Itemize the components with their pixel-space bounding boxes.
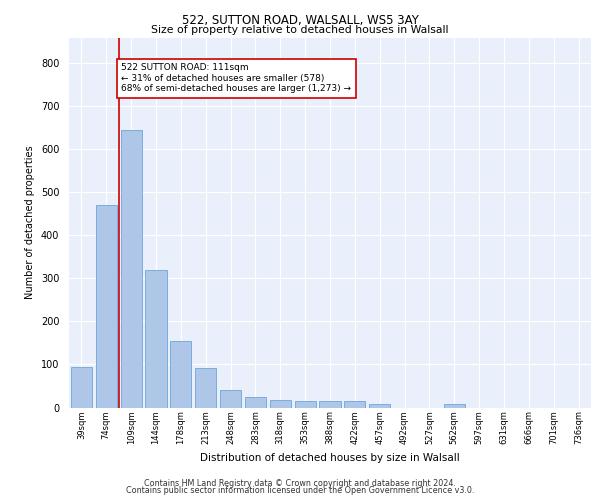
Bar [170,341,191,407]
Bar [220,390,241,407]
Bar [344,402,365,407]
Bar [195,368,216,408]
Bar [71,366,92,408]
Bar [145,270,167,407]
Y-axis label: Number of detached properties: Number of detached properties [25,146,35,300]
Bar [444,404,465,407]
Text: 522, SUTTON ROAD, WALSALL, WS5 3AY: 522, SUTTON ROAD, WALSALL, WS5 3AY [182,14,418,27]
Bar [319,402,341,407]
Text: Contains public sector information licensed under the Open Government Licence v3: Contains public sector information licen… [126,486,474,495]
Text: 522 SUTTON ROAD: 111sqm
← 31% of detached houses are smaller (578)
68% of semi-d: 522 SUTTON ROAD: 111sqm ← 31% of detache… [121,64,351,93]
Bar [245,396,266,407]
X-axis label: Distribution of detached houses by size in Walsall: Distribution of detached houses by size … [200,452,460,462]
Bar [295,401,316,407]
Bar [270,400,291,407]
Bar [369,404,390,407]
Bar [96,206,117,408]
Text: Contains HM Land Registry data © Crown copyright and database right 2024.: Contains HM Land Registry data © Crown c… [144,478,456,488]
Bar [121,130,142,407]
Text: Size of property relative to detached houses in Walsall: Size of property relative to detached ho… [151,25,449,35]
